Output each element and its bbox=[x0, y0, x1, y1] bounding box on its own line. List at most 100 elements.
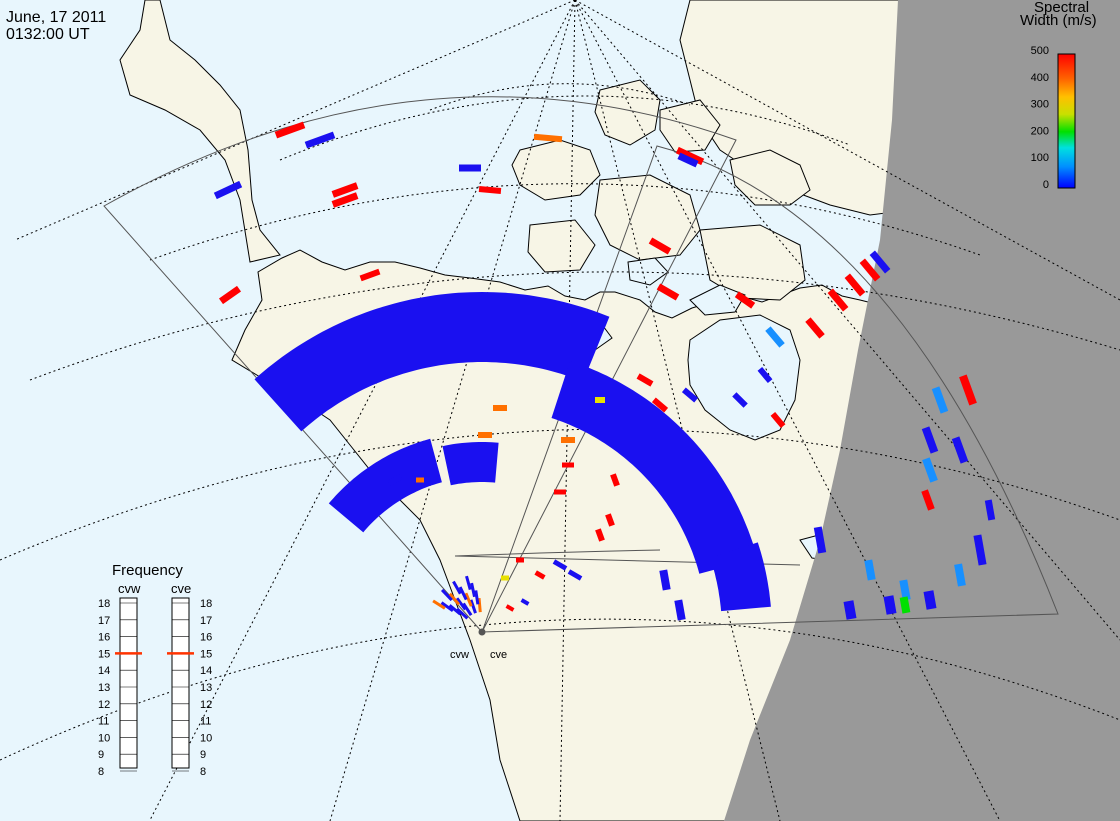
near-range-beam bbox=[452, 580, 462, 595]
arctic-island-7 bbox=[729, 149, 811, 206]
meridian-1 bbox=[14, 0, 576, 241]
backscatter-cell bbox=[859, 258, 881, 282]
backscatter-cell bbox=[501, 575, 509, 581]
backscatter-cell bbox=[899, 596, 911, 614]
lat-circle-30 bbox=[0, 618, 1120, 761]
frequency-scale: 18 18 17 17 16 16 15 15 14 14 13 13 12 12 11 11 10 10 9 9 8 8 bbox=[98, 598, 212, 778]
backscatter-band-east bbox=[551, 360, 758, 574]
arctic-island-5 bbox=[527, 219, 596, 273]
backscatter-cell bbox=[213, 180, 243, 200]
colorbar-title-line2: Width (m/s) bbox=[1020, 12, 1097, 29]
colorbar-gradient bbox=[1057, 53, 1076, 189]
backscatter-cell bbox=[605, 513, 615, 527]
backscatter-cell bbox=[656, 283, 680, 301]
backscatter-cell bbox=[883, 595, 897, 615]
radar-label-cve: cve bbox=[490, 649, 507, 661]
backscatter-cell bbox=[864, 559, 876, 581]
hudson-bay bbox=[687, 314, 801, 441]
great-lake-3 bbox=[689, 284, 746, 316]
frequency-scale-label-left: 18 bbox=[98, 598, 110, 610]
frequency-scale-label-right: 15 bbox=[200, 648, 212, 660]
frequency-title: Frequency bbox=[112, 562, 183, 579]
backscatter-cell bbox=[595, 397, 605, 403]
backscatter-cell bbox=[331, 192, 359, 208]
frequency-scale-label-right: 18 bbox=[200, 598, 212, 610]
frequency-bar-cvw bbox=[119, 597, 138, 769]
frequency-panel: Frequency cvw cve 18 18 17 17 16 16 15 15 14 14 13… bbox=[98, 562, 212, 778]
arctic-island-6 bbox=[659, 99, 721, 153]
backscatter-band-southeast bbox=[710, 542, 771, 612]
backscatter-cell bbox=[827, 288, 849, 312]
frequency-scale-label-right: 11 bbox=[200, 716, 211, 728]
arctic-island-2 bbox=[511, 139, 601, 201]
radar-label-cvw: cvw bbox=[450, 649, 469, 661]
backscatter-cell bbox=[922, 457, 938, 483]
near-range-beam bbox=[465, 575, 472, 591]
backscatter-cell bbox=[459, 164, 481, 172]
frequency-scale-label-right: 13 bbox=[200, 682, 212, 694]
meridian-8 bbox=[574, 0, 1120, 301]
near-range-beam bbox=[440, 588, 453, 602]
arctic-island-4 bbox=[699, 224, 806, 301]
colorbar: Spectral Width (m/s) 500 400 300 200 100 0 bbox=[1020, 0, 1097, 191]
lat-circle-80 bbox=[429, 83, 691, 111]
backscatter-cell bbox=[505, 604, 515, 612]
backscatter-cell bbox=[681, 387, 699, 403]
frequency-scale-label-right: 14 bbox=[200, 665, 212, 677]
near-range-beam bbox=[470, 582, 476, 598]
backscatter-cell bbox=[869, 250, 891, 274]
colorbar-tick-label: 100 bbox=[1031, 152, 1049, 164]
backscatter-cell bbox=[516, 557, 524, 563]
near-range-beam bbox=[474, 590, 480, 605]
backscatter-cell bbox=[770, 411, 786, 429]
arctic-island-1 bbox=[594, 79, 661, 146]
near-range-beam bbox=[469, 599, 477, 614]
colorbar-tick-label: 0 bbox=[1043, 179, 1049, 191]
backscatter-band-mid bbox=[442, 442, 499, 486]
time-label: 0132:00 UT bbox=[6, 26, 90, 43]
backscatter-cell bbox=[554, 489, 566, 495]
backscatter-cell bbox=[636, 373, 654, 387]
backscatter-cell bbox=[973, 534, 987, 566]
frequency-scale-label-right: 10 bbox=[200, 732, 212, 744]
frequency-scale-label-right: 16 bbox=[200, 632, 212, 644]
frequency-scale-label-left: 9 bbox=[98, 749, 104, 761]
backscatter-cell bbox=[677, 152, 699, 168]
frequency-scale-label-left: 13 bbox=[98, 682, 110, 694]
great-lake-4 bbox=[627, 257, 669, 286]
backscatter-cell bbox=[595, 528, 605, 542]
backscatter-cell bbox=[648, 237, 672, 255]
backscatter-cell bbox=[478, 186, 502, 194]
cvw-fov bbox=[103, 96, 737, 633]
backscatter-cell bbox=[805, 317, 825, 339]
frequency-scale-label-left: 15 bbox=[98, 648, 110, 660]
backscatter-cell bbox=[954, 563, 966, 587]
alaska-land bbox=[119, 0, 281, 263]
near-range-beam bbox=[432, 599, 446, 610]
colorbar-ticks: 500 400 300 200 100 0 bbox=[1031, 45, 1049, 191]
backscatter-cell bbox=[478, 432, 492, 438]
near-range-beam bbox=[477, 597, 482, 613]
lat-circle-70 bbox=[279, 95, 851, 161]
frequency-scale-label-right: 9 bbox=[200, 749, 206, 761]
backscatter-cell bbox=[651, 397, 669, 413]
backscatter-cell bbox=[757, 366, 773, 384]
backscatter-cell bbox=[732, 392, 748, 408]
meridian-6 bbox=[574, 0, 1001, 821]
backscatter-cell bbox=[844, 273, 866, 297]
meridian-7 bbox=[574, 0, 1120, 641]
colorbar-tick-label: 400 bbox=[1031, 72, 1049, 84]
colorbar-title-line1: Spectral bbox=[1034, 0, 1089, 16]
backscatter-cell bbox=[533, 133, 563, 143]
frequency-cve-label: cve bbox=[171, 581, 191, 596]
backscatter-cell bbox=[561, 437, 575, 443]
arctic-island-3 bbox=[594, 174, 701, 261]
near-range-beam bbox=[458, 586, 468, 601]
backscatter-cell bbox=[218, 285, 242, 305]
radar-site-marker bbox=[478, 628, 486, 636]
cvw-range-arc bbox=[454, 549, 661, 557]
backscatter-cell bbox=[659, 569, 671, 591]
